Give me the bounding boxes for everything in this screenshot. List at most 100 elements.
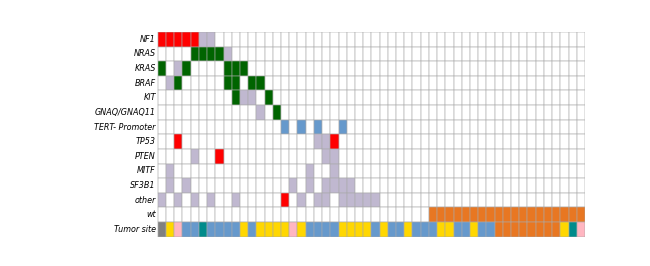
Bar (240, 120, 248, 134)
Bar (232, 193, 240, 207)
Bar (256, 149, 265, 164)
Bar (503, 32, 511, 47)
Bar (190, 178, 199, 193)
Bar (289, 105, 298, 120)
Bar (380, 134, 388, 149)
Bar (314, 76, 322, 90)
Bar (240, 149, 248, 164)
Bar (404, 105, 413, 120)
Bar (552, 134, 560, 149)
Bar (528, 47, 536, 61)
Bar (536, 76, 544, 90)
Bar (281, 61, 289, 76)
Bar (544, 47, 552, 61)
Bar (544, 149, 552, 164)
Bar (289, 90, 298, 105)
Bar (355, 164, 363, 178)
Bar (224, 120, 232, 134)
Bar (174, 222, 183, 237)
Bar (174, 207, 183, 222)
Bar (445, 134, 454, 149)
Bar (544, 207, 552, 222)
Bar (380, 207, 388, 222)
Bar (248, 105, 256, 120)
Bar (273, 76, 281, 90)
Bar (248, 47, 256, 61)
Bar (346, 164, 355, 178)
Bar (355, 120, 363, 134)
Bar (232, 120, 240, 134)
Text: Tumor site: Tumor site (114, 225, 156, 234)
Bar (281, 178, 289, 193)
Bar (429, 134, 437, 149)
Bar (569, 32, 577, 47)
Bar (289, 120, 298, 134)
Bar (429, 149, 437, 164)
Bar (421, 193, 429, 207)
Bar (183, 90, 190, 105)
Bar (560, 61, 569, 76)
Bar (396, 149, 404, 164)
Bar (265, 134, 273, 149)
Bar (511, 105, 519, 120)
Bar (421, 61, 429, 76)
Bar (536, 149, 544, 164)
Bar (298, 76, 305, 90)
Bar (388, 222, 396, 237)
Bar (511, 90, 519, 105)
Bar (322, 47, 330, 61)
Bar (207, 105, 215, 120)
Bar (388, 76, 396, 90)
Bar (322, 120, 330, 134)
Bar (281, 164, 289, 178)
Bar (256, 76, 265, 90)
Bar (404, 47, 413, 61)
Bar (346, 207, 355, 222)
Bar (544, 164, 552, 178)
Bar (560, 105, 569, 120)
Bar (371, 207, 380, 222)
Bar (478, 61, 486, 76)
Bar (380, 76, 388, 90)
Bar (429, 61, 437, 76)
Bar (174, 90, 183, 105)
Bar (224, 149, 232, 164)
Bar (552, 207, 560, 222)
Bar (190, 149, 199, 164)
Bar (174, 149, 183, 164)
Bar (330, 207, 339, 222)
Bar (207, 120, 215, 134)
Bar (404, 61, 413, 76)
Bar (306, 222, 314, 237)
Bar (240, 193, 248, 207)
Bar (470, 90, 478, 105)
Bar (371, 90, 380, 105)
Bar (577, 164, 585, 178)
Bar (232, 76, 240, 90)
Bar (371, 193, 380, 207)
Bar (528, 222, 536, 237)
Bar (215, 76, 224, 90)
Bar (207, 61, 215, 76)
Bar (256, 32, 265, 47)
Bar (289, 32, 298, 47)
Bar (577, 178, 585, 193)
Bar (232, 61, 240, 76)
Bar (306, 193, 314, 207)
Bar (462, 222, 470, 237)
Bar (265, 207, 273, 222)
Bar (166, 61, 174, 76)
Bar (330, 134, 339, 149)
Bar (552, 120, 560, 134)
Bar (183, 207, 190, 222)
Bar (388, 134, 396, 149)
Bar (281, 222, 289, 237)
Bar (495, 134, 503, 149)
Bar (511, 120, 519, 134)
Bar (199, 134, 207, 149)
Bar (437, 105, 445, 120)
Bar (322, 90, 330, 105)
Bar (388, 178, 396, 193)
Bar (413, 149, 421, 164)
Bar (199, 47, 207, 61)
